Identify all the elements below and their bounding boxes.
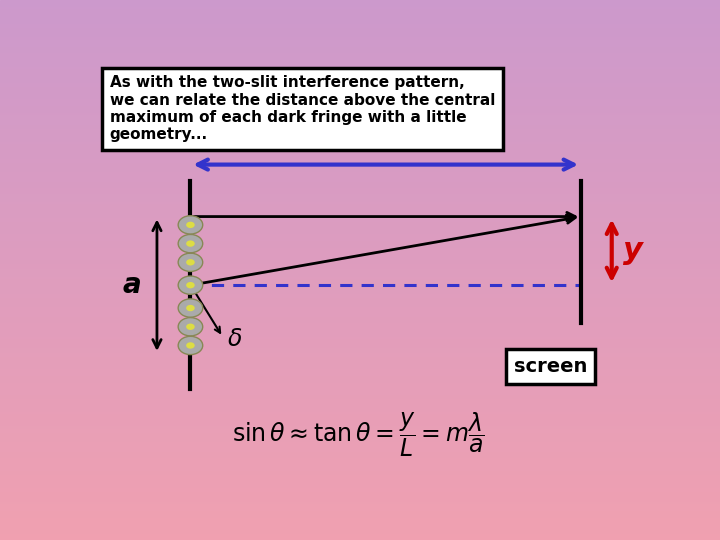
Circle shape bbox=[178, 276, 203, 294]
Text: $\delta$: $\delta$ bbox=[227, 327, 242, 351]
Circle shape bbox=[186, 323, 194, 330]
Circle shape bbox=[178, 253, 203, 272]
Text: $\sin\theta \approx \tan\theta = \dfrac{y}{L} = m\dfrac{\lambda}{a}$: $\sin\theta \approx \tan\theta = \dfrac{… bbox=[232, 411, 484, 459]
Circle shape bbox=[178, 336, 203, 355]
Circle shape bbox=[186, 305, 194, 311]
Circle shape bbox=[186, 342, 194, 349]
Text: screen: screen bbox=[513, 357, 587, 376]
Circle shape bbox=[178, 318, 203, 336]
Text: a: a bbox=[122, 271, 141, 299]
Text: L: L bbox=[376, 121, 395, 150]
Circle shape bbox=[186, 222, 194, 228]
Circle shape bbox=[186, 282, 194, 288]
Text: As with the two-slit interference pattern,
we can relate the distance above the : As with the two-slit interference patter… bbox=[109, 75, 495, 143]
Circle shape bbox=[186, 259, 194, 266]
Circle shape bbox=[178, 234, 203, 253]
Text: y: y bbox=[623, 237, 643, 265]
Circle shape bbox=[186, 240, 194, 247]
Circle shape bbox=[178, 216, 203, 234]
Circle shape bbox=[178, 299, 203, 317]
